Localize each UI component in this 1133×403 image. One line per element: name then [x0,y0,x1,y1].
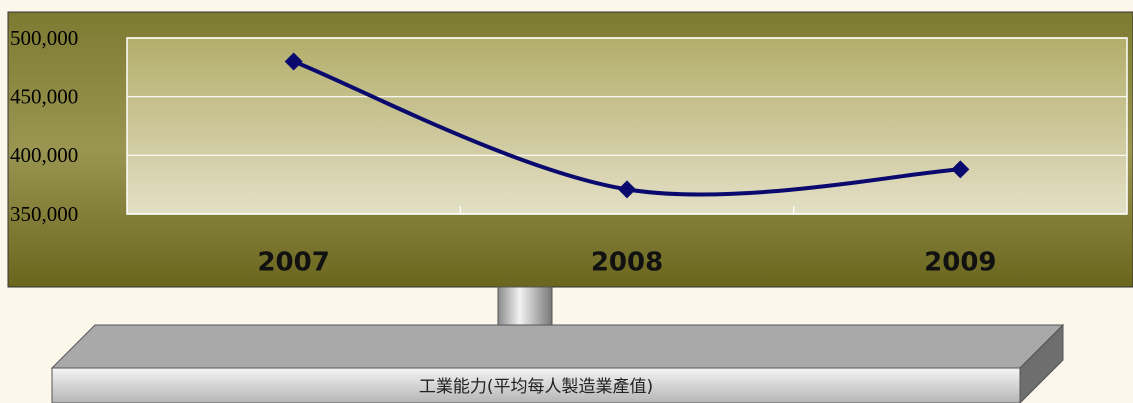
marker [951,160,970,179]
y-tick-label: 450,000 [10,84,78,108]
caption: 工業能力(平均每人製造業產值) [419,377,653,397]
y-tick-label: 350,000 [10,202,78,226]
pedestal-top [50,324,1065,369]
x-tick-label: 2008 [591,248,663,278]
marker [284,52,303,71]
y-tick-label: 400,000 [10,143,78,167]
y-tick-label: 500,000 [10,26,78,50]
marker [618,180,636,199]
x-tick-label: 2009 [924,248,996,278]
x-tick-label: 2007 [257,248,329,278]
pedestal-front [51,367,1021,403]
plot: 350,000 400,000 450,000 500,000 2007 2008 2009 [10,26,1127,278]
